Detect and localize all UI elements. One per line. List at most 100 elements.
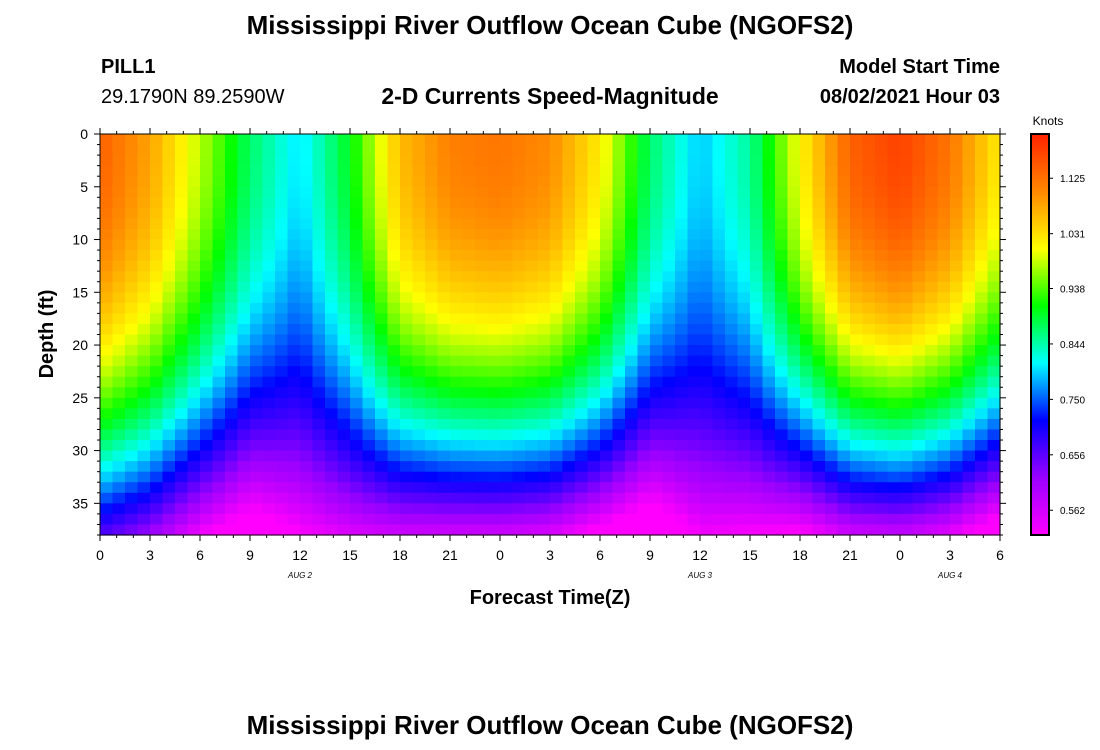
heatmap-cell	[400, 207, 414, 220]
heatmap-cell	[575, 155, 589, 167]
heatmap-cell	[225, 524, 239, 536]
heatmap-cell	[137, 176, 151, 188]
heatmap-cell	[937, 260, 951, 272]
colorbar-tick-label: 0.750	[1060, 395, 1085, 406]
heatmap-cell	[400, 524, 414, 536]
heatmap-cell	[225, 292, 239, 304]
heatmap-cell	[525, 334, 539, 346]
heatmap-cell	[712, 271, 726, 283]
heatmap-cell	[412, 408, 426, 420]
heatmap-cell	[475, 186, 489, 198]
heatmap-cell	[250, 197, 264, 209]
heatmap-cell	[987, 429, 1001, 441]
heatmap-cell	[925, 302, 939, 314]
heatmap-cell	[275, 440, 289, 452]
heatmap-cell	[775, 228, 789, 241]
heatmap-cell	[125, 260, 139, 272]
heatmap-cell	[387, 334, 401, 346]
heatmap-cell	[425, 228, 439, 241]
heatmap-cell	[575, 513, 589, 526]
heatmap-cell	[425, 482, 439, 494]
heatmap-cell	[737, 218, 751, 230]
heatmap-cell	[212, 366, 226, 378]
heatmap-cell	[125, 302, 139, 314]
heatmap-cell	[650, 271, 664, 283]
heatmap-cell	[250, 186, 264, 198]
heatmap-cell	[900, 250, 914, 262]
heatmap-cell	[612, 186, 626, 198]
heatmap-cell	[550, 397, 564, 409]
heatmap-cell	[950, 366, 964, 378]
heatmap-cell	[337, 440, 351, 452]
heatmap-cell	[250, 165, 264, 177]
heatmap-cell	[937, 429, 951, 441]
heatmap-cell	[700, 524, 714, 536]
heatmap-cell	[337, 281, 351, 293]
heatmap-cell	[675, 376, 689, 388]
heatmap-cell	[225, 418, 239, 431]
heatmap-cell	[400, 155, 414, 167]
heatmap-cell	[175, 471, 189, 483]
heatmap-cell	[912, 492, 926, 504]
heatmap-cell	[812, 250, 826, 262]
heatmap-cell	[800, 302, 814, 314]
heatmap-cell	[375, 176, 389, 188]
heatmap-cell	[562, 376, 576, 388]
heatmap-cell	[750, 366, 764, 378]
heatmap-cell	[150, 218, 164, 230]
heatmap-cell	[737, 492, 751, 504]
heatmap-cell	[950, 450, 964, 462]
heatmap-cell	[287, 176, 301, 188]
heatmap-cell	[137, 366, 151, 378]
heatmap-cell	[725, 197, 739, 209]
heatmap-cell	[337, 144, 351, 156]
heatmap-cell	[737, 271, 751, 283]
heatmap-cell	[675, 218, 689, 230]
heatmap-cell	[762, 461, 776, 473]
heatmap-cell	[250, 397, 264, 409]
heatmap-cell	[337, 271, 351, 283]
heatmap-cell	[125, 281, 139, 293]
heatmap-cell	[112, 302, 126, 314]
heatmap-cell	[450, 397, 464, 409]
heatmap-cell	[612, 450, 626, 462]
heatmap-cell	[575, 292, 589, 304]
heatmap-cell	[875, 366, 889, 378]
heatmap-cell	[462, 281, 476, 293]
heatmap-cell	[562, 355, 576, 367]
heatmap-cell	[150, 461, 164, 473]
heatmap-cell	[600, 513, 614, 526]
heatmap-cell	[612, 429, 626, 441]
heatmap-cell	[762, 524, 776, 536]
heatmap-cell	[137, 524, 151, 536]
heatmap-cell	[462, 482, 476, 494]
heatmap-cell	[450, 186, 464, 198]
heatmap-cell	[487, 176, 501, 188]
heatmap-cell	[587, 461, 601, 473]
heatmap-cell	[300, 218, 314, 230]
heatmap-cell	[975, 345, 989, 357]
heatmap-cell	[687, 165, 701, 177]
heatmap-cell	[512, 397, 526, 409]
heatmap-cell	[187, 461, 201, 473]
heatmap-cell	[425, 345, 439, 357]
heatmap-cell	[675, 207, 689, 220]
heatmap-cell	[962, 366, 976, 378]
heatmap-cell	[150, 134, 164, 146]
heatmap-cell	[800, 176, 814, 188]
heatmap-cell	[737, 440, 751, 452]
heatmap-cell	[900, 292, 914, 304]
heatmap-cell	[537, 239, 551, 251]
heatmap-cell	[362, 524, 376, 536]
heatmap-cell	[400, 165, 414, 177]
heatmap-cell	[925, 482, 939, 494]
heatmap-cell	[375, 387, 389, 399]
heatmap-cell	[337, 334, 351, 346]
heatmap-cell	[675, 197, 689, 209]
heatmap-cell	[550, 165, 564, 177]
heatmap-cell	[675, 471, 689, 483]
heatmap-cell	[412, 197, 426, 209]
heatmap-cell	[575, 408, 589, 420]
heatmap-cell	[512, 207, 526, 220]
x-tick-label: 9	[646, 547, 654, 563]
